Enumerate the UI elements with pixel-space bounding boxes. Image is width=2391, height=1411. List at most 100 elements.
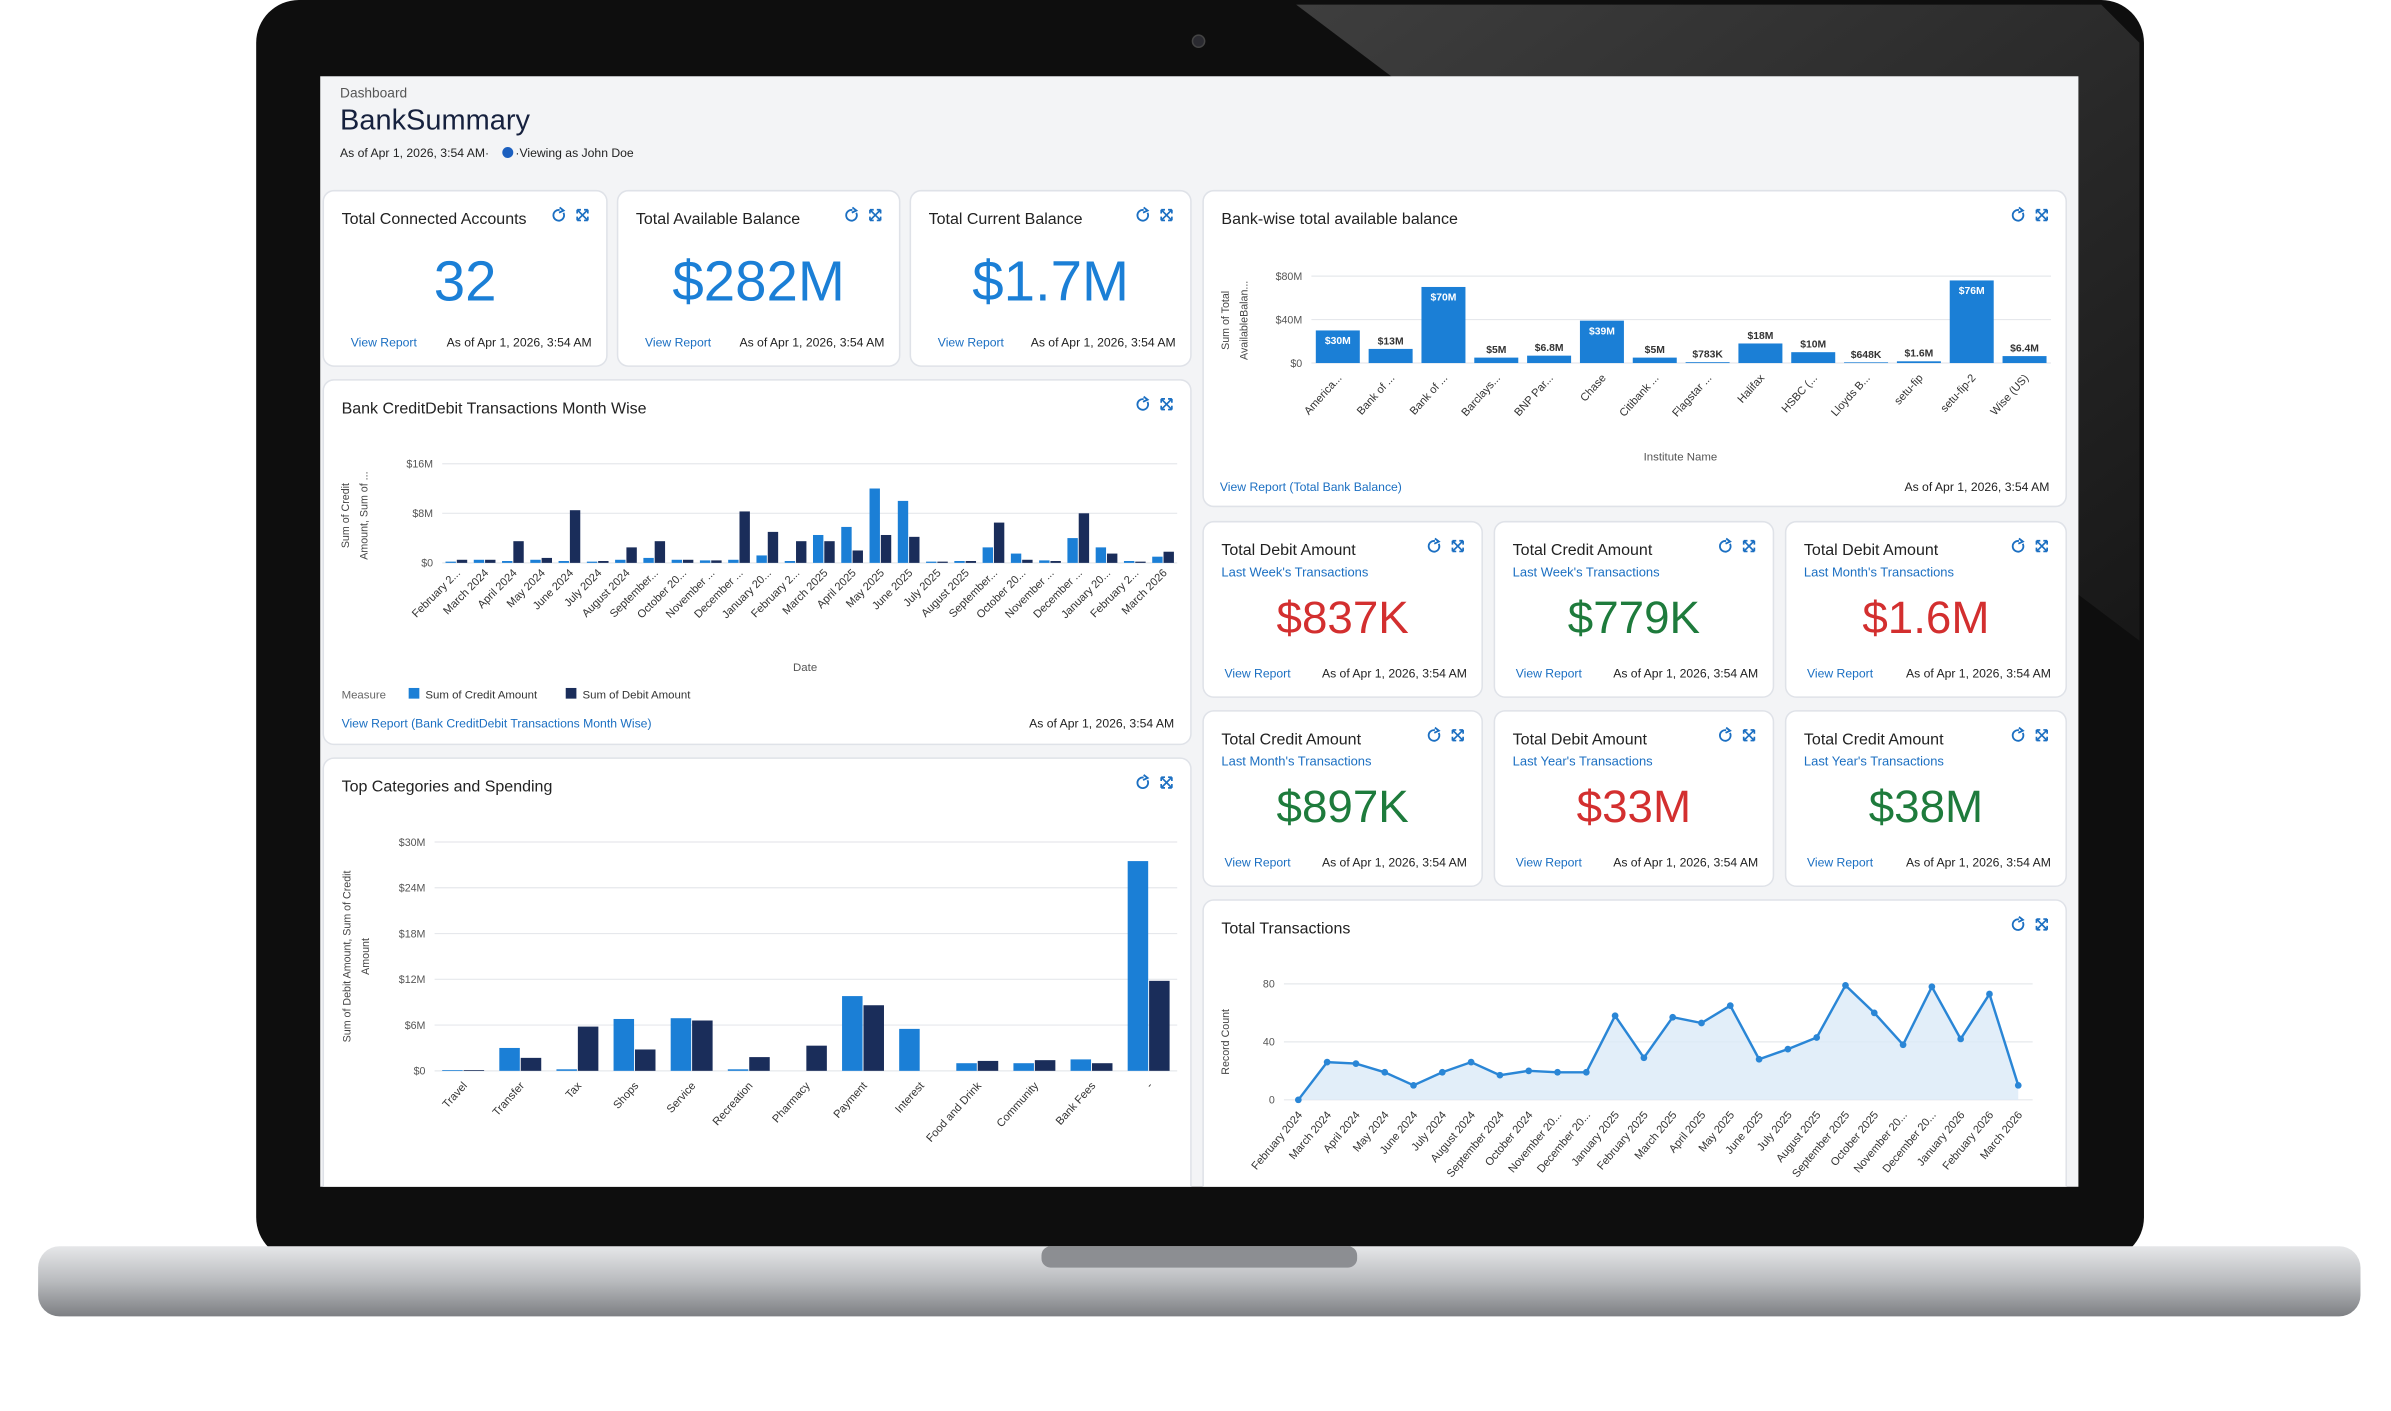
refresh-icon[interactable] (1719, 537, 1732, 553)
card-subtitle[interactable]: Last Week's Transactions (1221, 565, 1368, 580)
info-icon[interactable] (502, 147, 514, 159)
expand-icon[interactable] (1742, 729, 1756, 742)
view-report-link[interactable]: View Report (1224, 855, 1291, 869)
card-subtitle[interactable]: Last Month's Transactions (1221, 754, 1372, 769)
expand-icon[interactable] (869, 208, 882, 222)
legend-label[interactable]: Sum of Debit Amount (583, 690, 692, 702)
point (1294, 1096, 1302, 1104)
bar (463, 1070, 485, 1071)
bar (1078, 513, 1090, 563)
y-axis-label: AvailableBalan... (1238, 281, 1250, 360)
bar (852, 550, 863, 563)
card-title: Total Credit Amount (1804, 731, 1944, 748)
view-report-link[interactable]: View Report (1807, 666, 1874, 680)
bar (556, 1069, 577, 1071)
refresh-icon[interactable] (2011, 916, 2025, 931)
refresh-icon[interactable] (2011, 726, 2025, 742)
bar (1095, 547, 1107, 563)
view-report-link[interactable]: View Report (1224, 666, 1291, 680)
data-label: $18M (1747, 331, 1773, 342)
bar (682, 559, 694, 563)
refresh-icon[interactable] (845, 206, 859, 222)
expand-icon[interactable] (2035, 729, 2048, 742)
refresh-icon[interactable] (1136, 206, 1150, 222)
bar (1152, 556, 1163, 563)
view-report-link[interactable]: View Report (1516, 855, 1583, 869)
view-report-link[interactable]: View Report (351, 335, 418, 349)
card-value: $837K (1277, 592, 1409, 643)
bar (728, 559, 739, 563)
card-value: $1.6M (1862, 592, 1989, 643)
point (1842, 981, 1849, 989)
breadcrumb[interactable]: Dashboard (340, 86, 407, 101)
legend-swatch[interactable] (408, 687, 420, 699)
view-report-link[interactable]: View Report (1807, 855, 1874, 869)
point (1410, 1081, 1417, 1089)
card-as-of: As of Apr 1, 2026, 3:54 AM (1322, 666, 1467, 680)
bar (530, 559, 541, 563)
y-tick-label: $6M (405, 1020, 426, 1032)
expand-icon[interactable] (576, 208, 589, 222)
as-of: As of Apr 1, 2026, 3:54 AM· (340, 146, 489, 160)
legend-swatch[interactable] (565, 687, 577, 699)
view-report-link[interactable]: View Report (Total Bank Balance) (1220, 480, 1402, 494)
expand-icon[interactable] (2035, 208, 2048, 222)
bar (1632, 357, 1677, 364)
refresh-icon[interactable] (552, 206, 566, 222)
bar (784, 561, 796, 563)
bar (654, 541, 666, 563)
card-title: Total Connected Accounts (342, 211, 527, 228)
point (1870, 1009, 1878, 1017)
point (1438, 1068, 1446, 1076)
chart-title: Bank CreditDebit Transactions Month Wise (342, 400, 647, 417)
view-report-link[interactable]: View Report (Bank CreditDebit Transactio… (342, 717, 652, 731)
expand-icon[interactable] (1451, 729, 1464, 742)
expand-icon[interactable] (2035, 918, 2048, 931)
view-report-link[interactable]: View Report (645, 335, 712, 349)
page-title: BankSummary (340, 105, 530, 137)
expand-icon[interactable] (1742, 539, 1756, 553)
refresh-icon[interactable] (2011, 206, 2025, 222)
legend-label[interactable]: Sum of Credit Amount (425, 690, 538, 702)
y-tick-label: 0 (1269, 1095, 1275, 1107)
card-title: Total Debit Amount (1804, 542, 1939, 559)
card-subtitle[interactable]: Last Year's Transactions (1804, 754, 1945, 769)
bar (692, 1020, 713, 1071)
bar (1070, 1059, 1092, 1071)
expand-icon[interactable] (2035, 539, 2048, 553)
y-axis-label: Sum of Total (1220, 291, 1232, 350)
bar (1123, 561, 1135, 563)
point (1899, 1041, 1907, 1049)
card-subtitle[interactable]: Last Week's Transactions (1513, 565, 1660, 580)
card-subtitle[interactable]: Last Month's Transactions (1804, 565, 1955, 580)
expand-icon[interactable] (1160, 776, 1173, 789)
view-report-link[interactable]: View Report (938, 335, 1005, 349)
refresh-icon[interactable] (1136, 774, 1150, 789)
expand-icon[interactable] (1160, 398, 1173, 411)
refresh-icon[interactable] (1719, 726, 1732, 742)
bar (1421, 286, 1466, 364)
refresh-icon[interactable] (1427, 537, 1441, 553)
card-as-of: As of Apr 1, 2026, 3:54 AM (1031, 335, 1176, 349)
expand-icon[interactable] (1451, 539, 1464, 553)
card-subtitle[interactable]: Last Year's Transactions (1513, 754, 1654, 769)
bar (2002, 356, 2047, 364)
bar (869, 488, 880, 563)
card (616, 189, 901, 367)
card (1202, 520, 1483, 698)
refresh-icon[interactable] (1427, 726, 1441, 742)
expand-icon[interactable] (1160, 208, 1173, 222)
chart-title: Total Transactions (1221, 921, 1350, 938)
bar (1039, 560, 1050, 563)
bar (842, 996, 863, 1071)
card (1202, 189, 2067, 508)
view-report-link[interactable]: View Report (1516, 666, 1583, 680)
bar (727, 1069, 749, 1071)
refresh-icon[interactable] (2011, 537, 2025, 553)
bar (1896, 361, 1941, 364)
bar (956, 1063, 977, 1071)
refresh-icon[interactable] (1136, 395, 1150, 411)
bar (577, 1026, 599, 1071)
